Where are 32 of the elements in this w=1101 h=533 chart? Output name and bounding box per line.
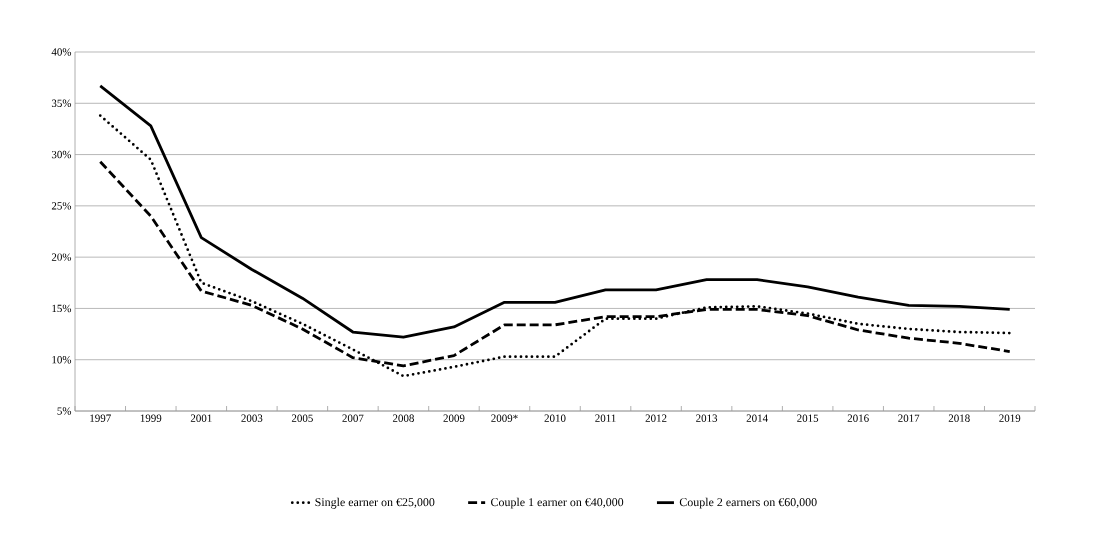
x-tick-label: 2003 [241,414,263,422]
x-tick-label: 2012 [645,414,667,422]
x-tick-label: 2014 [746,414,768,422]
legend-label: Couple 2 earners on €60,000 [679,497,817,509]
line-series [98,84,1012,339]
x-tick-label: 2001 [190,414,212,422]
x-tick-label: 2011 [595,414,616,422]
x-tick-label: 2019 [999,414,1021,422]
x-tick-label: 2009* [491,414,518,422]
y-tick-label: 20% [51,253,72,261]
y-tick-label: 15% [52,304,72,313]
x-tick-label: 1999 [140,414,162,422]
x-tick-label: 2015 [797,414,819,422]
x-tick-label: 2005 [291,414,313,422]
y-tick-label: 5% [57,407,72,415]
x-tick-label: 2008 [392,414,414,422]
legend-label: Couple 1 earner on €40,000 [491,497,624,509]
x-tick-label: 1997 [90,414,111,422]
x-tick-label: 2010 [544,414,566,422]
y-tick-label: 25% [51,202,72,210]
y-tick-label: 40% [51,48,72,56]
y-tick-label: 30% [51,150,72,159]
x-tick-label: 2007 [342,414,364,422]
x-tick-label: 2009 [443,414,465,422]
x-tick-label: 2013 [696,414,718,422]
legend-label: Single earner on €25,000 [315,497,435,509]
y-tick-label: 10% [52,356,72,364]
y-tick-label: 35% [51,99,72,107]
x-tick-label: 2017 [898,414,920,422]
x-tick-label: 2018 [948,414,970,422]
line-series [98,114,1012,378]
x-tick-label: 2016 [847,414,869,422]
